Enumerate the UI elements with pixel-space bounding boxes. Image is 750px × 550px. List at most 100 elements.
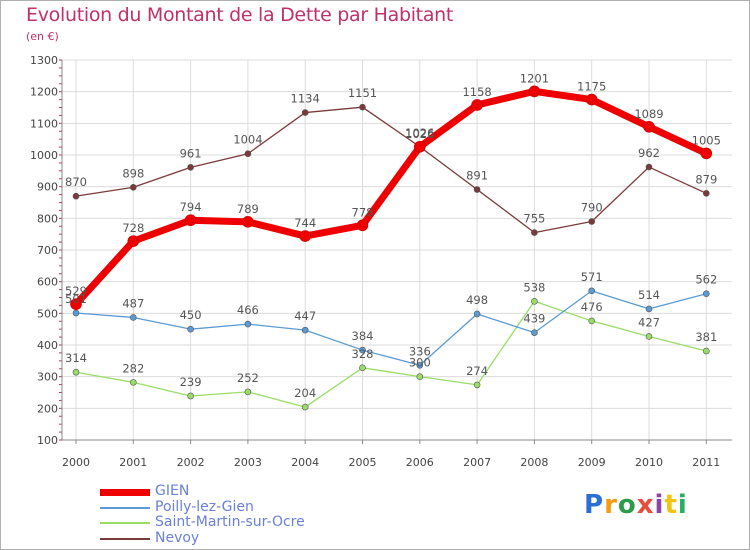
data-label: 381 <box>695 330 717 344</box>
data-label: 789 <box>237 202 259 216</box>
data-point <box>531 329 538 336</box>
data-point <box>359 103 366 111</box>
data-point <box>473 381 481 389</box>
data-point <box>359 346 366 354</box>
legend-label: Poilly-lez-Gien <box>155 498 254 515</box>
data-point <box>702 190 710 197</box>
data-label: 427 <box>638 315 660 329</box>
data-label: 450 <box>180 308 202 322</box>
series-line <box>75 290 707 366</box>
x-tick-label: 2006 <box>406 456 434 469</box>
legend-swatch <box>100 506 150 509</box>
x-tick-label: 2003 <box>234 456 262 469</box>
data-point <box>588 287 596 295</box>
data-point <box>244 150 252 158</box>
data-point <box>531 229 538 236</box>
data-point <box>645 333 653 340</box>
data-label: 744 <box>294 216 316 230</box>
data-label: 498 <box>466 293 488 307</box>
series-gien <box>70 85 713 310</box>
data-label: 755 <box>523 212 545 226</box>
data-label: 476 <box>581 300 603 314</box>
x-tick-label: 2010 <box>635 456 663 469</box>
logo-letter: i <box>677 490 688 520</box>
data-label: 1175 <box>577 80 606 94</box>
data-point <box>301 326 309 334</box>
data-label: 1026 <box>405 126 434 140</box>
data-label: 790 <box>581 201 603 215</box>
proxiti-logo: Proxiti <box>584 490 688 520</box>
y-tick-label: 900 <box>37 181 58 194</box>
x-tick-label: 2009 <box>578 456 606 469</box>
logo-letter: x <box>636 490 655 520</box>
y-tick-label: 1200 <box>30 86 58 99</box>
logo-letter: i <box>654 490 665 520</box>
data-point <box>359 364 366 372</box>
data-label: 328 <box>352 347 374 361</box>
y-tick-label: 200 <box>37 402 58 415</box>
chart-title: Evolution du Montant de la Dette par Hab… <box>26 4 454 26</box>
data-label: 1158 <box>462 85 491 99</box>
x-tick-label: 2007 <box>463 456 491 469</box>
data-label: 562 <box>695 273 717 287</box>
data-point <box>130 314 137 321</box>
data-point <box>416 373 424 380</box>
data-label: 300 <box>409 356 431 370</box>
legend-label: GIEN <box>155 483 190 499</box>
data-point <box>127 235 140 247</box>
data-point <box>528 85 541 98</box>
data-label: 891 <box>466 169 488 183</box>
logo-letter: P <box>584 490 605 520</box>
data-label: 1089 <box>634 107 663 121</box>
y-tick-label: 500 <box>37 307 58 320</box>
data-label: 1201 <box>520 71 549 85</box>
data-label: 538 <box>523 280 545 294</box>
data-label: 282 <box>122 361 144 375</box>
y-tick-label: 600 <box>37 276 58 289</box>
y-tick-label: 1000 <box>30 149 58 162</box>
data-point <box>356 219 369 232</box>
data-point <box>130 379 137 386</box>
y-tick-label: 400 <box>37 339 58 352</box>
legend-swatch <box>100 522 150 524</box>
data-label: 447 <box>294 309 316 323</box>
data-point <box>413 140 426 153</box>
data-label: 879 <box>695 172 717 186</box>
data-label: 384 <box>352 329 374 343</box>
data-label: 487 <box>122 296 144 310</box>
data-point <box>187 392 194 400</box>
data-point <box>72 192 80 200</box>
y-tick-label: 100 <box>37 434 58 447</box>
data-label: 204 <box>294 386 316 400</box>
data-label: 778 <box>352 205 374 219</box>
data-label: 1151 <box>348 86 377 100</box>
logo-letter: r <box>604 490 618 520</box>
data-point <box>301 403 309 411</box>
data-label: 1134 <box>291 92 320 106</box>
y-tick-label: 800 <box>37 212 58 225</box>
series-saint-martin-sur-ocre <box>72 297 710 411</box>
legend-label: Saint-Martin-sur-Ocre <box>155 514 305 530</box>
series-line <box>72 87 710 308</box>
x-tick-label: 2004 <box>291 456 319 469</box>
data-point <box>72 309 80 317</box>
data-point <box>187 325 194 333</box>
y-tick-label: 300 <box>37 371 58 384</box>
chart-unit: (en €) <box>26 30 59 43</box>
y-tick-label: 1300 <box>30 54 58 67</box>
series-poilly-lez-gien <box>72 287 710 369</box>
data-point <box>473 310 481 318</box>
data-point <box>702 347 710 355</box>
data-point <box>702 290 710 298</box>
data-label: 898 <box>122 166 144 180</box>
logo-letter: o <box>617 490 637 520</box>
data-point <box>416 361 424 369</box>
data-label: 1004 <box>233 133 262 147</box>
data-point <box>130 184 137 191</box>
data-label: 274 <box>466 364 488 378</box>
data-point <box>187 164 194 171</box>
data-point <box>244 320 252 328</box>
data-label: 252 <box>237 371 259 385</box>
data-label: 794 <box>180 200 202 214</box>
